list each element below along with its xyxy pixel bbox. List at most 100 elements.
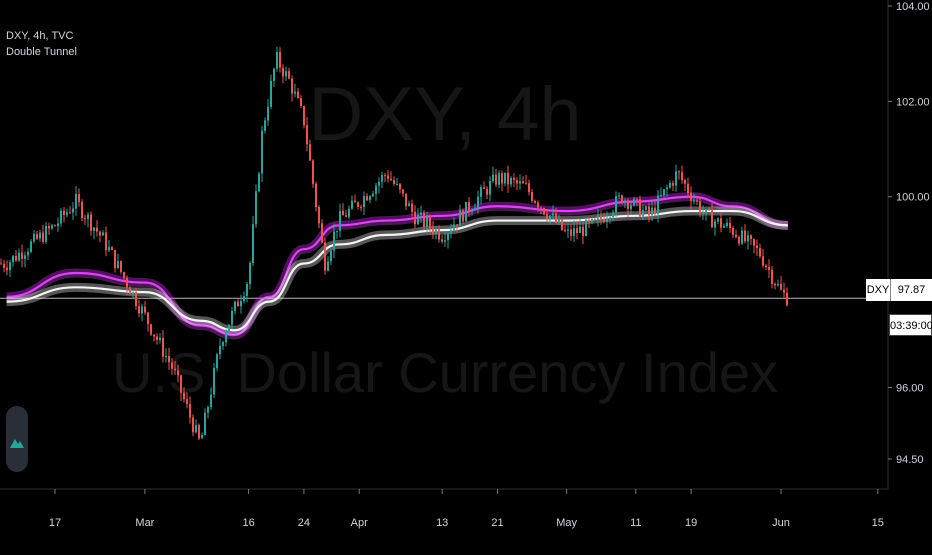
x-tick-label: Apr — [351, 517, 368, 529]
candle-body — [9, 262, 11, 271]
y-axis[interactable]: 104.00 102.00 100.00 96.00 94.50 — [888, 1, 930, 466]
candle-body — [99, 231, 101, 236]
candle-body — [270, 80, 272, 107]
candle-body — [507, 172, 509, 185]
candle-body — [360, 206, 362, 208]
candle-body — [36, 233, 38, 239]
candle-body — [249, 262, 251, 284]
candle-body — [684, 180, 686, 184]
x-tick-label: 24 — [298, 517, 310, 529]
candle-body — [459, 210, 461, 226]
candle-body — [522, 181, 524, 184]
candle-body — [663, 189, 665, 196]
candle-body — [768, 267, 770, 270]
candle-body — [369, 196, 371, 201]
candle-body — [15, 255, 17, 261]
candle-body — [726, 222, 728, 226]
watermark-symbol: DXY, 4h — [308, 72, 581, 157]
candle-body — [120, 260, 122, 273]
candle-body — [69, 212, 71, 214]
candle-body — [48, 226, 50, 229]
candle-body — [585, 220, 587, 236]
x-tick-label: 13 — [436, 517, 448, 529]
candle-body — [336, 230, 338, 232]
candle-body — [66, 212, 68, 216]
candle-body — [693, 200, 695, 202]
candle-body — [264, 120, 266, 131]
candle-body — [246, 283, 248, 296]
candle-body — [282, 67, 284, 77]
candle-body — [216, 354, 218, 369]
candle-body — [309, 144, 311, 161]
x-tick-label: 17 — [49, 517, 61, 529]
candle-body — [18, 252, 20, 261]
candle-body — [174, 368, 176, 371]
candle-body — [450, 230, 452, 234]
candle-body — [417, 214, 419, 225]
candle-body — [666, 187, 668, 190]
candle-body — [6, 267, 8, 271]
candle-body — [378, 181, 380, 186]
candle-body — [783, 289, 785, 293]
candle-body — [696, 200, 698, 202]
y-tick-label: 94.50 — [896, 454, 924, 466]
symbol-legend[interactable]: DXY, 4h, TVC — [6, 30, 74, 42]
candle-body — [714, 221, 716, 228]
candle-body — [321, 223, 323, 243]
candle-body — [330, 250, 332, 262]
watermark: DXY, 4h U.S. Dollar Currency Index — [112, 72, 778, 404]
x-tick-label: Jun — [772, 517, 790, 529]
candle-body — [540, 207, 542, 209]
candle-body — [138, 306, 140, 314]
x-axis[interactable]: 17 Mar 16 24 Apr 13 21 May 11 19 Jun 15 — [49, 489, 884, 529]
candle-body — [123, 272, 125, 278]
candle-body — [372, 193, 374, 197]
candle-body — [639, 199, 641, 217]
candles — [0, 46, 788, 441]
candle-body — [147, 312, 149, 325]
candle-body — [30, 241, 32, 252]
candle-body — [243, 295, 245, 302]
candle-body — [579, 226, 581, 234]
candle-body — [678, 171, 680, 173]
candle-body — [681, 172, 683, 181]
candle-body — [351, 200, 353, 209]
candle-body — [294, 91, 296, 94]
candle-body — [654, 207, 656, 215]
y-tick-label: 102.00 — [896, 96, 930, 108]
candle-body — [144, 306, 146, 313]
candle-body — [420, 212, 422, 215]
candle-body — [153, 334, 155, 337]
candle-body — [750, 235, 752, 240]
candle-body — [93, 227, 95, 231]
candle-body — [402, 189, 404, 194]
candle-body — [771, 269, 773, 284]
y-tick-label: 96.00 — [896, 382, 924, 394]
candle-body — [33, 233, 35, 242]
candle-body — [150, 324, 152, 335]
candle-body — [729, 222, 731, 229]
candle-body — [141, 306, 143, 314]
candle-body — [306, 125, 308, 145]
candle-body — [594, 219, 596, 221]
candle-body — [357, 202, 359, 207]
candle-body — [759, 248, 761, 257]
candle-body — [408, 203, 410, 207]
candle-body — [156, 336, 158, 340]
candle-body — [189, 404, 191, 418]
candle-body — [621, 195, 623, 204]
axes — [0, 0, 889, 490]
candle-body — [375, 185, 377, 194]
candle-body — [672, 183, 674, 186]
candle-body — [630, 205, 632, 210]
tradingview-logo[interactable] — [6, 406, 28, 472]
candle-body — [285, 71, 287, 77]
indicator-legend[interactable]: Double Tunnel — [6, 46, 77, 58]
candle-body — [603, 218, 605, 223]
candle-body — [687, 183, 689, 193]
candle-body — [261, 130, 263, 174]
candle-body — [756, 245, 758, 249]
candle-body — [276, 52, 278, 69]
